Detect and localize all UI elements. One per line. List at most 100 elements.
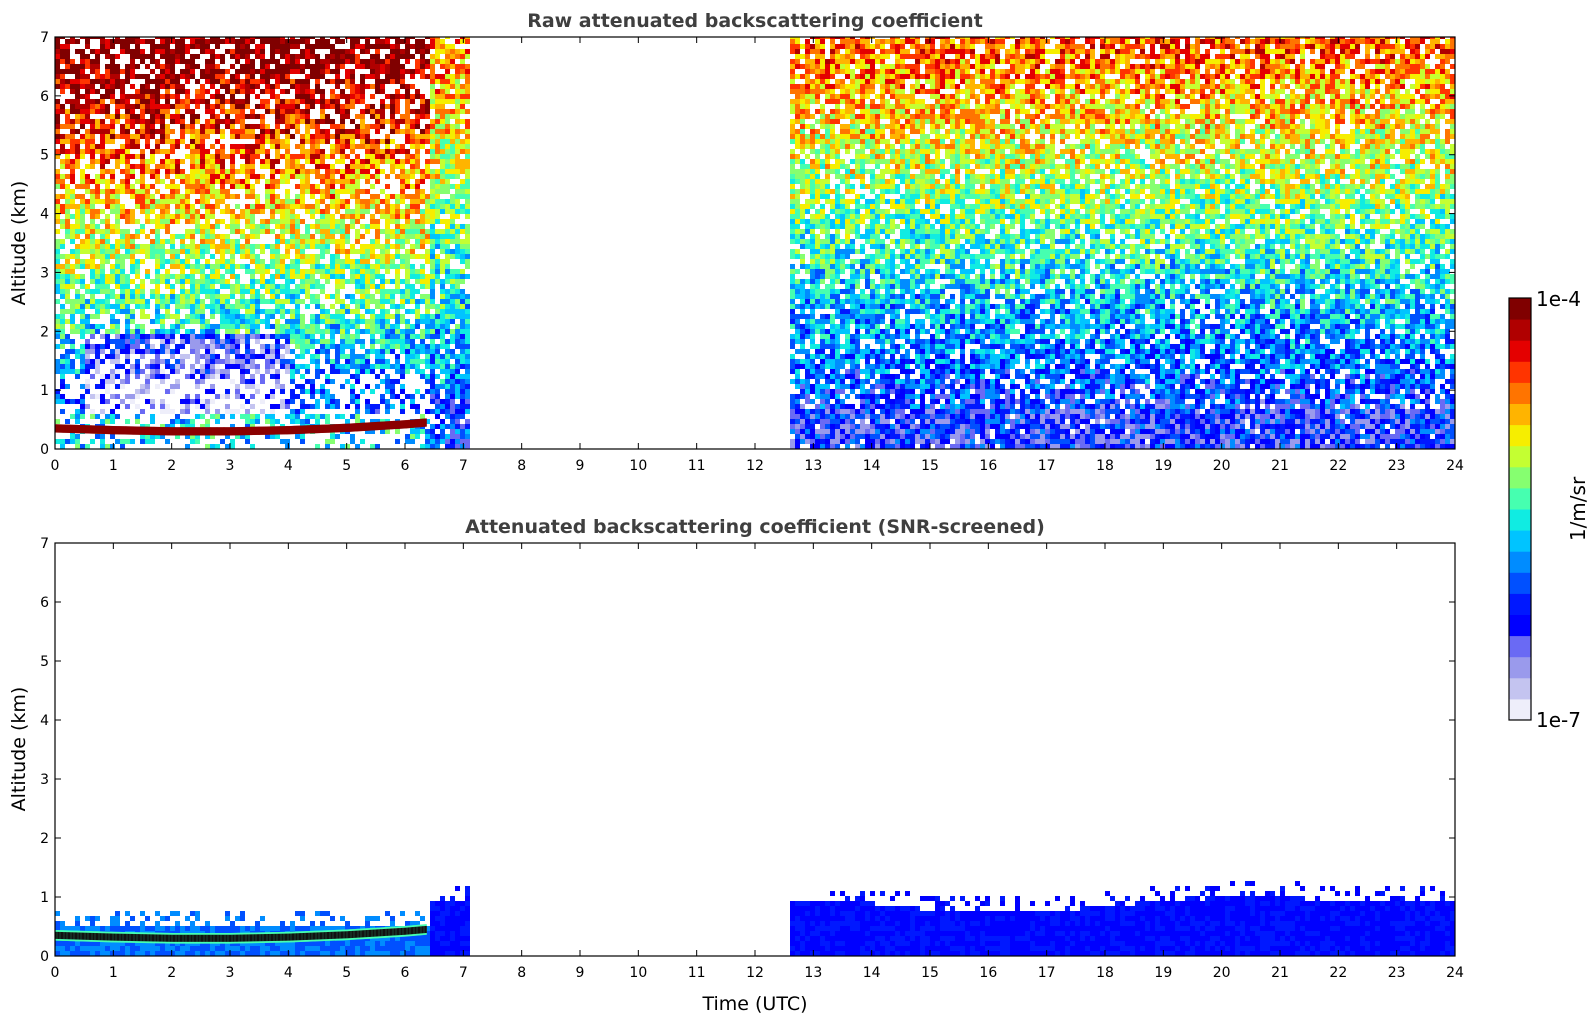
heatmap-cell <box>435 79 440 84</box>
heatmap-cell <box>290 109 295 114</box>
heatmap-cell <box>395 209 400 214</box>
heatmap-cell <box>430 64 435 69</box>
heatmap-cell <box>400 389 405 394</box>
heatmap-cell <box>450 49 455 54</box>
heatmap-cell <box>240 249 245 254</box>
heatmap-cell <box>125 349 130 354</box>
heatmap-cell <box>80 204 85 209</box>
heatmap-cell <box>160 49 165 54</box>
heatmap-cell <box>275 239 280 244</box>
heatmap-cell <box>200 399 205 404</box>
heatmap-cell <box>255 414 260 419</box>
heatmap-cell <box>350 164 355 169</box>
heatmap-cell <box>275 194 280 199</box>
heatmap-cell <box>205 214 210 219</box>
heatmap-cell <box>340 309 345 314</box>
heatmap-cell <box>150 129 155 134</box>
heatmap-cell <box>240 254 245 259</box>
heatmap-cell <box>425 359 430 364</box>
heatmap-cell <box>455 379 460 384</box>
heatmap-cell <box>445 424 450 429</box>
heatmap-cell <box>80 444 85 449</box>
heatmap-cell <box>220 369 225 374</box>
heatmap-cell <box>75 39 80 44</box>
heatmap-cell <box>435 279 440 284</box>
heatmap-cell <box>125 134 130 139</box>
heatmap-cell <box>70 204 75 209</box>
heatmap-cell <box>415 154 420 159</box>
heatmap-cell <box>125 214 130 219</box>
heatmap-cell <box>140 424 145 429</box>
heatmap-cell <box>180 419 185 424</box>
heatmap-cell <box>175 59 180 64</box>
heatmap-cell <box>450 44 455 49</box>
heatmap-cell <box>200 264 205 269</box>
heatmap-cell <box>105 299 110 304</box>
heatmap-cell <box>405 274 410 279</box>
heatmap-cell <box>70 69 75 74</box>
heatmap-cell <box>95 289 100 294</box>
heatmap-cell <box>215 174 220 179</box>
heatmap-cell <box>165 439 170 444</box>
heatmap-cell <box>145 169 150 174</box>
heatmap-cell <box>340 444 345 449</box>
heatmap-cell <box>60 194 65 199</box>
heatmap-cell <box>280 304 285 309</box>
heatmap-cell <box>455 279 460 284</box>
heatmap-cell <box>245 349 250 354</box>
heatmap-cell <box>300 169 305 174</box>
heatmap-cell <box>400 294 405 299</box>
heatmap-cell <box>240 404 245 409</box>
heatmap-cell <box>275 259 280 264</box>
heatmap-cell <box>305 149 310 154</box>
heatmap-cell <box>210 154 215 159</box>
heatmap-cell <box>110 319 115 324</box>
heatmap-cell <box>260 229 265 234</box>
heatmap-cell <box>270 159 275 164</box>
heatmap-cell <box>180 359 185 364</box>
heatmap-cell <box>165 139 170 144</box>
heatmap-cell <box>385 219 390 224</box>
heatmap-cell <box>275 234 280 239</box>
heatmap-cell <box>300 319 305 324</box>
heatmap-cell <box>460 109 465 114</box>
heatmap-cell <box>370 239 375 244</box>
heatmap-cell <box>245 379 250 384</box>
heatmap-cell <box>60 409 65 414</box>
heatmap-cell <box>405 89 410 94</box>
heatmap-cell <box>110 349 115 354</box>
heatmap-cell <box>310 324 315 329</box>
heatmap-cell <box>460 274 465 279</box>
heatmap-cell <box>90 64 95 69</box>
heatmap-cell <box>415 134 420 139</box>
heatmap-cell <box>180 124 185 129</box>
heatmap-cell <box>330 434 335 439</box>
heatmap-cell <box>150 89 155 94</box>
heatmap-cell <box>405 224 410 229</box>
heatmap-cell <box>465 384 470 389</box>
heatmap-cell <box>205 199 210 204</box>
heatmap-cell <box>235 74 240 79</box>
heatmap-cell <box>180 99 185 104</box>
heatmap-cell <box>60 134 65 139</box>
heatmap-cell <box>315 239 320 244</box>
heatmap-cell <box>110 94 115 99</box>
heatmap-cell <box>265 279 270 284</box>
heatmap-cell <box>250 294 255 299</box>
heatmap-cell <box>440 329 445 334</box>
heatmap-cell <box>295 269 300 274</box>
heatmap-cell <box>100 134 105 139</box>
heatmap-cell <box>400 54 405 59</box>
heatmap-cell <box>285 154 290 159</box>
heatmap-cell <box>315 184 320 189</box>
heatmap-cell <box>220 264 225 269</box>
heatmap-cell <box>145 214 150 219</box>
heatmap-cell <box>200 199 205 204</box>
heatmap-cell <box>420 194 425 199</box>
heatmap-cell <box>70 194 75 199</box>
heatmap-cell <box>55 54 60 59</box>
heatmap-cell <box>265 219 270 224</box>
heatmap-cell <box>220 174 225 179</box>
heatmap-cell <box>385 279 390 284</box>
heatmap-cell <box>455 434 460 439</box>
